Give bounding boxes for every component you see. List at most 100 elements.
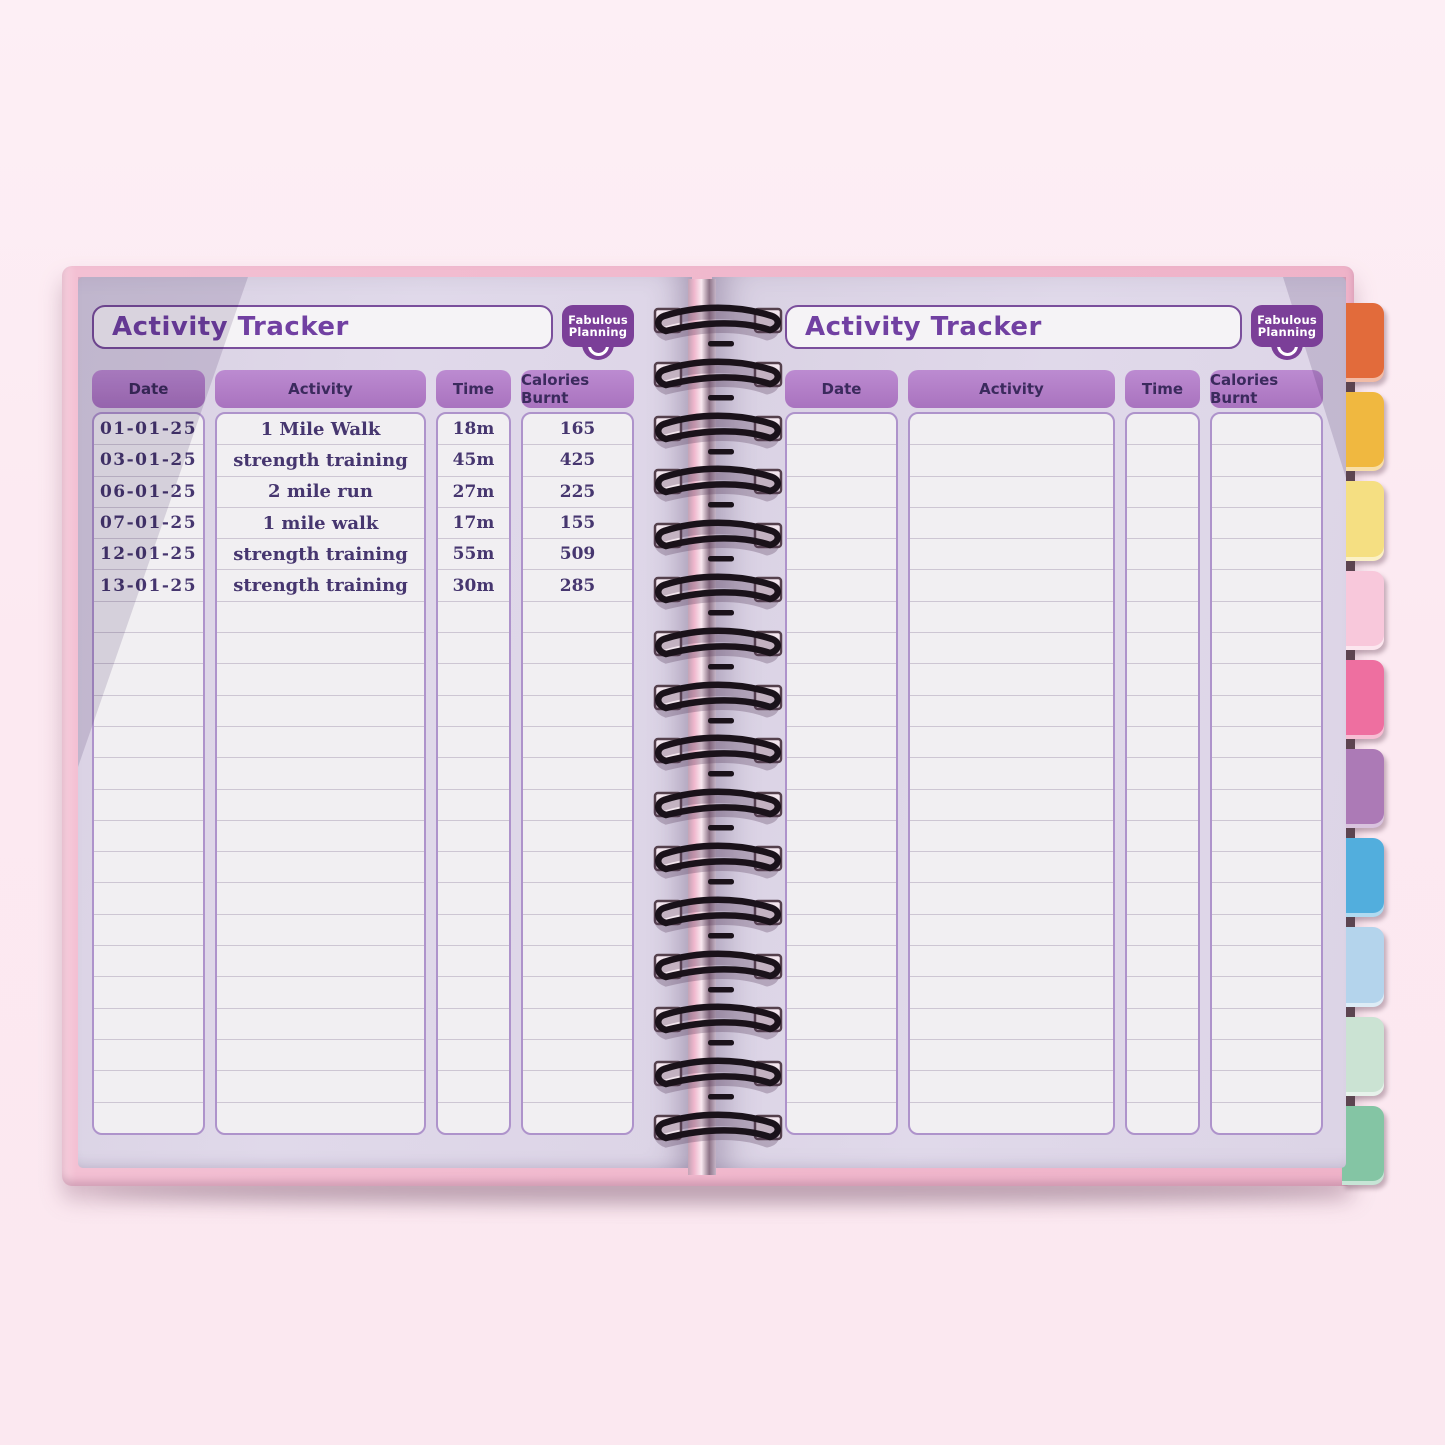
left-col-date: 01-01-25 03-01-25 06-01-25 07-01-25 12-01-25… [92, 412, 205, 1135]
left-cell-activity [217, 883, 424, 915]
left-cell-time [438, 1009, 509, 1040]
right-cell-time [1127, 821, 1198, 853]
right-cell-calories [1212, 727, 1321, 759]
right-cell-time [1127, 977, 1198, 1009]
right-cell-time [1127, 633, 1198, 665]
left-cell-time [438, 1071, 509, 1103]
left-cell-date [94, 696, 203, 727]
left-cell-time: 17m [438, 508, 509, 540]
left-cell-activity [217, 1103, 424, 1133]
left-cell-calories [523, 946, 632, 978]
right-activity-table: Date Activity Time Calories Burnt [785, 370, 1323, 1135]
left-cell-date [94, 758, 203, 790]
left-cell-activity [217, 1009, 424, 1040]
spiral-ring [650, 354, 786, 402]
right-cell-calories [1212, 915, 1321, 947]
left-cell-calories [523, 696, 632, 727]
left-cell-time [438, 664, 509, 696]
left-cell-date: 03-01-25 [94, 445, 203, 477]
left-cell-calories [523, 790, 632, 821]
left-cell-activity [217, 696, 424, 727]
left-cell-activity [217, 602, 424, 634]
left-cell-activity [217, 915, 424, 947]
right-cell-time [1127, 852, 1198, 884]
left-cell-time [438, 946, 509, 978]
left-cell-date [94, 664, 203, 696]
right-cell-activity [910, 1071, 1113, 1103]
left-cell-calories: 165 [523, 414, 632, 446]
right-cell-time [1127, 1103, 1198, 1133]
left-cell-calories [523, 1040, 632, 1072]
column-header-time: Time [436, 370, 511, 408]
left-table-body: 01-01-25 03-01-25 06-01-25 07-01-25 12-01-25… [92, 412, 634, 1135]
right-col-time [1125, 412, 1200, 1135]
spiral-ring [650, 784, 786, 832]
right-cell-activity [910, 570, 1113, 602]
left-cell-time [438, 821, 509, 853]
right-cell-calories [1212, 946, 1321, 978]
right-cell-date [787, 414, 896, 446]
column-header-date: Date [785, 370, 898, 408]
left-cell-date: 12-01-25 [94, 539, 203, 571]
right-cell-date [787, 915, 896, 947]
left-cell-time [438, 1040, 509, 1072]
left-title-row: Activity Tracker Fabulous Planning [92, 305, 634, 360]
spiral-ring [650, 515, 786, 563]
left-cell-date: 13-01-25 [94, 570, 203, 602]
tab-orange [1342, 303, 1384, 383]
right-cell-activity [910, 915, 1113, 947]
left-cell-calories [523, 758, 632, 790]
right-page-title: Activity Tracker [805, 312, 1042, 342]
right-cell-date [787, 539, 896, 571]
left-table-header: Date Activity Time Calories Burnt [92, 370, 634, 408]
left-cell-calories [523, 633, 632, 665]
left-cell-calories: 225 [523, 477, 632, 508]
left-cell-activity [217, 1071, 424, 1103]
left-cell-time [438, 602, 509, 634]
left-page-title-box: Activity Tracker [92, 305, 553, 349]
right-cell-date [787, 633, 896, 665]
left-cell-date [94, 602, 203, 634]
left-cell-activity [217, 1040, 424, 1072]
spiral-ring [650, 892, 786, 940]
left-cell-calories [523, 883, 632, 915]
right-cell-activity [910, 852, 1113, 884]
right-cell-date [787, 570, 896, 602]
right-cell-calories [1212, 477, 1321, 508]
tab-blue [1342, 828, 1384, 918]
left-cell-time [438, 790, 509, 821]
right-cell-activity [910, 1009, 1113, 1040]
right-cell-date [787, 664, 896, 696]
left-cell-activity [217, 946, 424, 978]
left-cell-time [438, 915, 509, 947]
right-cell-calories [1212, 758, 1321, 790]
right-cell-date [787, 727, 896, 759]
left-cell-time: 27m [438, 477, 509, 508]
left-cell-time [438, 696, 509, 727]
right-cell-time [1127, 508, 1198, 540]
right-cell-calories [1212, 883, 1321, 915]
tab-pale-pink [1342, 560, 1384, 650]
left-page-title: Activity Tracker [112, 312, 349, 342]
right-cell-time [1127, 539, 1198, 571]
left-cell-calories [523, 1103, 632, 1133]
right-cell-time [1127, 445, 1198, 477]
right-page-title-box: Activity Tracker [785, 305, 1242, 349]
right-cell-time [1127, 758, 1198, 790]
left-page: Activity Tracker Fabulous Planning Date … [78, 277, 692, 1168]
right-cell-activity [910, 539, 1113, 571]
left-cell-date [94, 1009, 203, 1040]
left-cell-activity [217, 852, 424, 884]
left-cell-calories: 285 [523, 570, 632, 602]
right-table-header: Date Activity Time Calories Burnt [785, 370, 1323, 408]
left-col-activity: 1 Mile Walk strength training 2 mile run 1 … [215, 412, 426, 1135]
right-cell-calories [1212, 508, 1321, 540]
right-col-date [785, 412, 898, 1135]
column-header-activity: Activity [908, 370, 1115, 408]
left-cell-date [94, 1103, 203, 1133]
right-cell-date [787, 1040, 896, 1072]
brand-logo-badge: Fabulous Planning [1251, 305, 1323, 347]
left-cell-activity [217, 664, 424, 696]
right-cell-time [1127, 696, 1198, 727]
left-cell-time [438, 727, 509, 759]
